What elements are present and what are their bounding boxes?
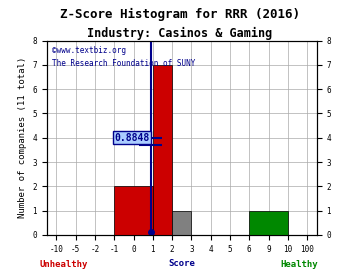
Text: ©www.textbiz.org
The Research Foundation of SUNY: ©www.textbiz.org The Research Foundation…: [52, 46, 195, 68]
X-axis label: Score: Score: [168, 259, 195, 268]
Bar: [153, 65, 172, 235]
Y-axis label: Number of companies (11 total): Number of companies (11 total): [18, 57, 27, 218]
Text: Healthy: Healthy: [281, 260, 319, 269]
Text: Z-Score Histogram for RRR (2016): Z-Score Histogram for RRR (2016): [60, 8, 300, 21]
Bar: [249, 211, 288, 235]
Bar: [172, 211, 192, 235]
Text: Industry: Casinos & Gaming: Industry: Casinos & Gaming: [87, 27, 273, 40]
Bar: [114, 186, 153, 235]
Text: 0.8848: 0.8848: [114, 133, 150, 143]
Text: Unhealthy: Unhealthy: [40, 260, 88, 269]
